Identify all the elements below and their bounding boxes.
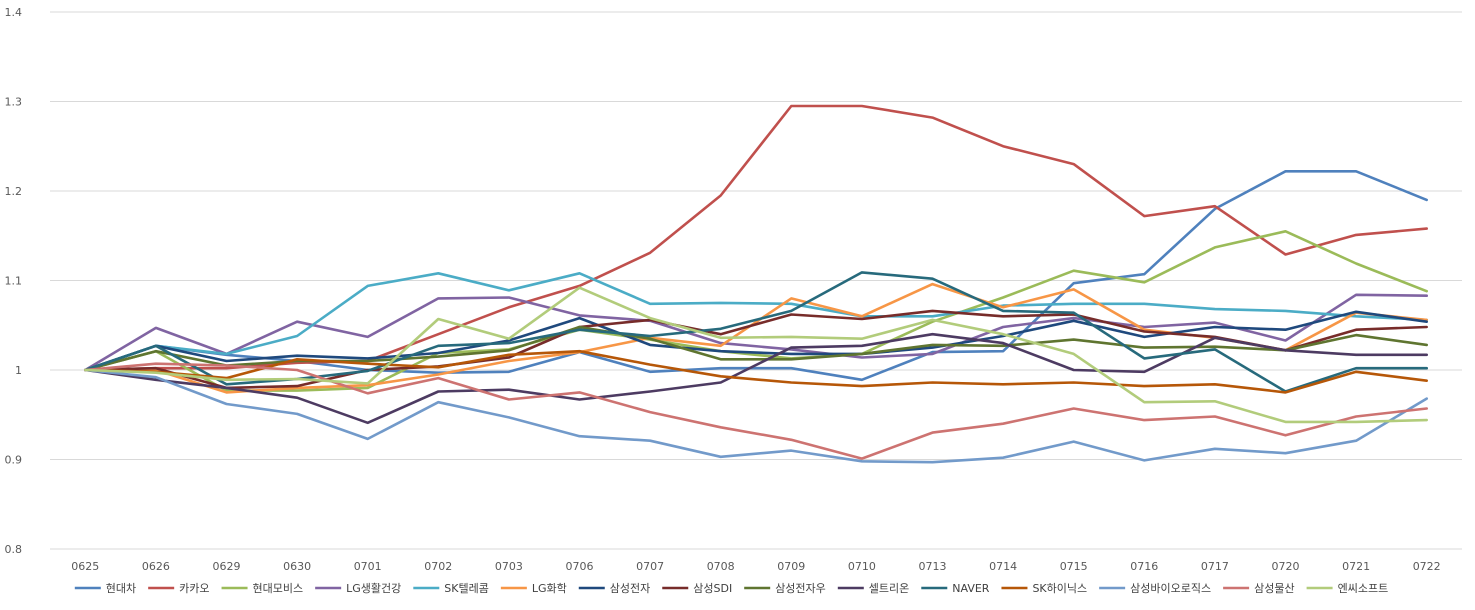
series-line-2 xyxy=(84,230,1428,392)
x-tick-label: 0720 xyxy=(1272,560,1300,573)
legend-item: SK하이닉스 xyxy=(1001,581,1087,595)
legend-label: 삼성전자 xyxy=(610,582,650,595)
gridlines xyxy=(50,11,1462,550)
x-tick-label: 0721 xyxy=(1342,560,1370,573)
legend-item: SK텔레콤 xyxy=(413,582,489,595)
legend-label: 삼성SDI xyxy=(693,582,732,595)
x-tick-label: 0625 xyxy=(71,560,99,573)
series-line-7 xyxy=(84,309,1428,390)
legend-item: 카카오 xyxy=(148,582,210,595)
x-tick-label: 0702 xyxy=(424,560,452,573)
x-tick-label: 0713 xyxy=(919,560,947,573)
series-line-1 xyxy=(84,104,1428,372)
series-line-14 xyxy=(84,286,1428,424)
series-line-6 xyxy=(84,310,1428,372)
x-tick-label: 0716 xyxy=(1130,560,1158,573)
series-line-3 xyxy=(84,293,1428,372)
x-tick-label: 0709 xyxy=(777,560,805,573)
y-tick-label: 0.9 xyxy=(5,454,23,467)
x-tick-label: 0701 xyxy=(354,560,382,573)
legend-label: SK텔레콤 xyxy=(444,582,489,595)
legend-item: 현대모비스 xyxy=(221,582,304,595)
legend-label: 카카오 xyxy=(179,582,209,595)
x-tick-label: 0626 xyxy=(142,560,170,573)
legend: 현대차 카카오 현대모비스 LG생활건강 SK텔레콤 LG화학 삼성전자 삼성SDI 삼성전자우… xyxy=(74,581,1389,595)
series-line-10 xyxy=(84,271,1428,393)
series-lines xyxy=(84,104,1428,464)
legend-label: 현대차 xyxy=(106,582,136,595)
legend-label: 현대모비스 xyxy=(253,582,304,595)
x-axis-ticks: 0625 0626 0629 0630 0701 0702 0703 0706 0707 0708… xyxy=(71,560,1440,573)
legend-item: 삼성전자우 xyxy=(744,582,826,595)
y-axis-ticks: 0.8 0.9 1 1.1 1.2 1.3 1.4 xyxy=(5,6,23,556)
legend-item: 삼성SDI xyxy=(662,582,732,595)
legend-item: 삼성물산 xyxy=(1223,582,1295,595)
legend-item: 셀트리온 xyxy=(837,582,909,595)
series-line-13 xyxy=(84,362,1428,460)
legend-label: LG생활건강 xyxy=(346,581,401,595)
legend-label: 삼성물산 xyxy=(1254,582,1294,595)
x-tick-label: 0715 xyxy=(1060,560,1088,573)
x-tick-label: 0708 xyxy=(707,560,735,573)
x-tick-label: 0707 xyxy=(636,560,664,573)
legend-item: 엔씨소프트 xyxy=(1306,582,1389,595)
legend-item: 삼성바이오로직스 xyxy=(1099,582,1211,595)
legend-label: 삼성바이오로직스 xyxy=(1130,582,1211,595)
x-tick-label: 0710 xyxy=(848,560,876,573)
y-tick-label: 1.3 xyxy=(5,96,23,109)
legend-label: NAVER xyxy=(952,582,990,595)
x-tick-label: 0714 xyxy=(989,560,1017,573)
series-line-4 xyxy=(84,271,1428,372)
legend-label: 삼성전자우 xyxy=(775,582,826,595)
y-tick-label: 1.4 xyxy=(5,6,23,19)
y-tick-label: 0.8 xyxy=(5,543,23,556)
legend-item: 삼성전자 xyxy=(578,582,650,595)
legend-item: LG화학 xyxy=(500,582,567,595)
x-tick-label: 0703 xyxy=(495,560,523,573)
x-tick-label: 0630 xyxy=(283,560,311,573)
legend-label: LG화학 xyxy=(532,582,567,595)
legend-label: 셀트리온 xyxy=(869,582,909,595)
y-tick-label: 1.2 xyxy=(5,185,23,198)
legend-label: SK하이닉스 xyxy=(1032,581,1087,595)
series-line-11 xyxy=(84,349,1428,394)
legend-item: NAVER xyxy=(921,582,990,595)
y-tick-label: 1.1 xyxy=(5,275,23,288)
x-tick-label: 0722 xyxy=(1413,560,1441,573)
legend-item: LG생활건강 xyxy=(315,581,401,595)
legend-label: 엔씨소프트 xyxy=(1338,582,1389,595)
x-tick-label: 0717 xyxy=(1201,560,1229,573)
series-line-12 xyxy=(84,368,1428,464)
x-tick-label: 0706 xyxy=(566,560,594,573)
y-tick-label: 1 xyxy=(15,364,22,377)
x-tick-label: 0629 xyxy=(213,560,241,573)
series-line-9 xyxy=(84,332,1428,425)
legend-item: 현대차 xyxy=(74,582,136,595)
